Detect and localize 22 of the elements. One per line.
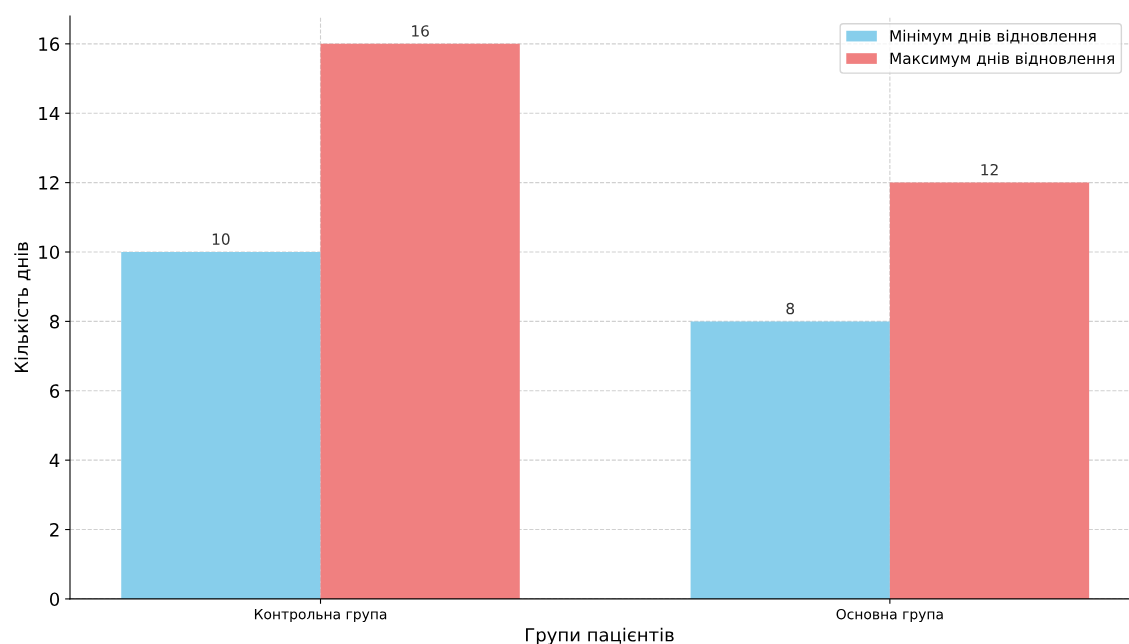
y-tick-label: 4 [49, 453, 60, 468]
x-tick-label: Основна група [836, 608, 943, 623]
data-label: 8 [786, 302, 795, 315]
data-label: 12 [981, 163, 998, 176]
y-axis-title: Кількість днів [14, 242, 31, 373]
data-label: 10 [212, 233, 230, 245]
y-tick-label: 0 [49, 592, 60, 607]
y-tick-label: 16 [39, 37, 60, 51]
y-tick-label: 10 [39, 245, 60, 260]
y-tick-label: 2 [50, 523, 59, 537]
y-tick-label: 12 [39, 176, 59, 190]
bar [690, 321, 890, 599]
y-tick-label: 8 [50, 314, 60, 329]
legend-label: Максимум днів відновлення [890, 52, 1114, 68]
bar [121, 252, 321, 599]
y-tick-label: 14 [39, 106, 60, 121]
data-label: 16 [412, 25, 429, 37]
bar [320, 43, 520, 599]
bar [889, 182, 1090, 599]
y-tick-label: 6 [50, 384, 60, 398]
legend-label: Мінімум днів відновлення [890, 29, 1096, 45]
x-tick-label: Контрольна група [254, 609, 387, 623]
